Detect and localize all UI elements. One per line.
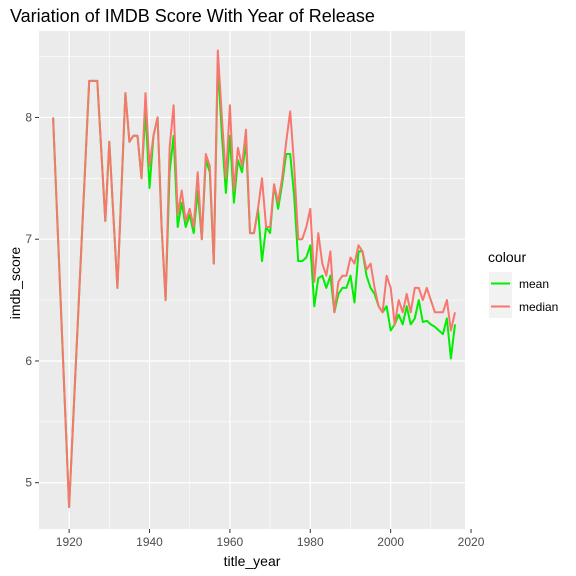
plot-panel [39,31,465,529]
y-axis-title: imdb_score [7,247,23,320]
y-tick-label: 8 [25,110,32,124]
legend-label: median [519,300,558,314]
x-tick-label: 2020 [458,535,485,549]
y-tick-label: 6 [25,354,32,368]
x-tick-label: 2000 [377,535,404,549]
chart-title: Variation of IMDB Score With Year of Rel… [10,6,375,26]
legend: colour mean median [488,249,558,318]
series-lines [52,49,456,509]
legend-label: mean [519,277,549,291]
x-axis: 1920 1940 1960 1980 2000 2020 [56,529,485,549]
x-tick-label: 1980 [297,535,324,549]
x-axis-title: title_year [224,553,281,569]
minor-gridlines [39,31,465,529]
y-tick-label: 5 [25,476,32,490]
legend-item-median: median [489,295,558,318]
x-tick-label: 1960 [217,535,244,549]
x-tick-label: 1940 [136,535,163,549]
series-line-median [52,49,456,509]
legend-item-mean: mean [489,272,549,295]
x-tick-label: 1920 [56,535,83,549]
y-tick-label: 7 [25,232,32,246]
legend-title: colour [488,249,526,265]
y-axis: 5 6 7 8 [25,110,39,490]
